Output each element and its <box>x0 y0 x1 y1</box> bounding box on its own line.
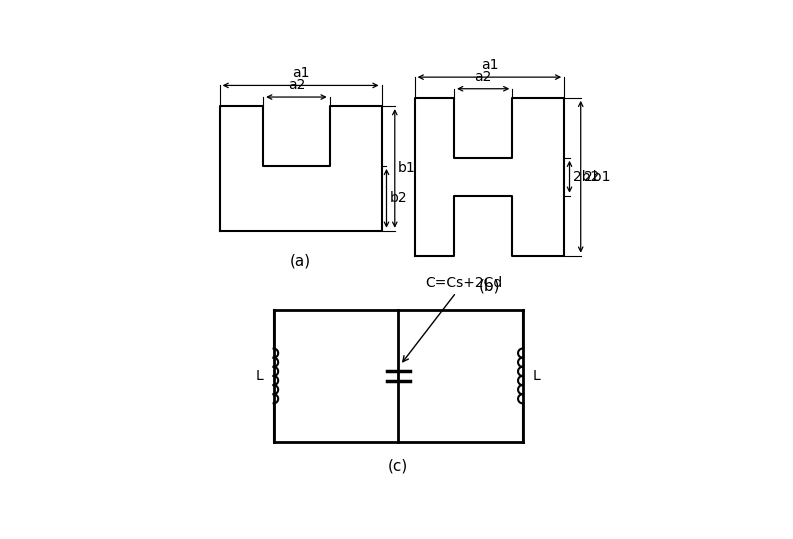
Text: b1: b1 <box>398 162 416 175</box>
Text: b2: b2 <box>390 191 408 205</box>
Text: a2: a2 <box>288 78 305 92</box>
Text: a2: a2 <box>474 70 492 84</box>
Text: C=Cs+2Cd: C=Cs+2Cd <box>403 275 502 362</box>
Text: (c): (c) <box>388 459 408 474</box>
Text: L: L <box>255 369 263 383</box>
Text: 2b2: 2b2 <box>573 170 600 184</box>
Text: L: L <box>533 369 541 383</box>
Text: (b): (b) <box>479 279 500 293</box>
Text: (a): (a) <box>290 253 311 268</box>
Text: 2b1: 2b1 <box>584 170 611 184</box>
Text: a1: a1 <box>481 58 498 72</box>
Text: a1: a1 <box>292 66 309 80</box>
